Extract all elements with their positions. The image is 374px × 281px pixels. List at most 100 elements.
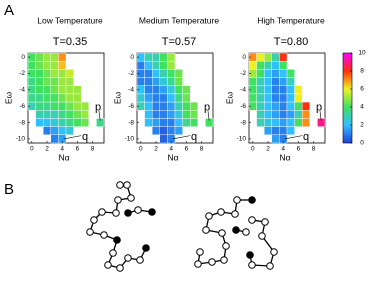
- annotation: p: [316, 102, 322, 114]
- heat-cell: [182, 118, 191, 127]
- heat-cell: [144, 118, 153, 127]
- heat-cell: [50, 69, 59, 78]
- colorbar-tick-label: 10: [358, 50, 366, 57]
- heat-cell: [73, 85, 82, 95]
- heat-cell: [144, 85, 153, 95]
- heat-cell: [144, 77, 153, 86]
- heat-cell: [58, 85, 67, 95]
- heat-cell: [286, 126, 295, 136]
- heat-cell: [294, 101, 303, 111]
- heat-cell: [167, 93, 176, 103]
- y-tick-label: -10: [125, 136, 135, 143]
- heat-cell: [136, 93, 145, 103]
- heat-cell: [151, 126, 160, 136]
- heat-cell: [65, 101, 74, 111]
- heat-cell: [50, 60, 59, 70]
- heat-cell: [151, 85, 160, 95]
- x-tick-label: 4: [281, 146, 285, 153]
- x-tick-label: 4: [60, 146, 64, 153]
- heat-cell: [65, 77, 74, 86]
- heat-cell: [151, 118, 160, 127]
- heat-cell: [159, 110, 168, 119]
- heat-cell: [58, 77, 67, 86]
- heat-cell: [159, 134, 168, 144]
- heat-cell: [256, 93, 265, 103]
- heat-cell: [256, 77, 265, 86]
- heat-cell: [256, 85, 265, 95]
- heat-cell: [279, 69, 288, 78]
- y-tick-label: -2: [240, 70, 246, 77]
- heat-cell: [286, 110, 295, 119]
- heat-cell: [286, 101, 295, 111]
- heat-cell: [35, 77, 44, 86]
- heat-cell: [35, 52, 44, 62]
- x-axis-label: Nα: [58, 152, 69, 162]
- heat-cell: [174, 126, 183, 136]
- heat-cell: [80, 118, 89, 127]
- heat-cell: [43, 85, 52, 95]
- heat-cell: [73, 101, 82, 111]
- y-tick-label: -8: [128, 119, 134, 126]
- heat-cell: [264, 85, 273, 95]
- heat-cell: [65, 85, 74, 95]
- heat-cell: [73, 93, 82, 103]
- heat-cell: [264, 77, 273, 86]
- annotation: q: [191, 131, 197, 143]
- chart-title: Medium Temperature: [139, 15, 219, 25]
- heat-cell: [35, 93, 44, 103]
- y-tick-label: 0: [21, 54, 25, 61]
- heat-cell: [159, 60, 168, 70]
- heat-cell: [65, 118, 74, 127]
- heat-cell: [182, 85, 191, 95]
- chart-title: Low Temperature: [37, 15, 103, 25]
- x-tick-label: 6: [297, 146, 301, 153]
- colorbar-tick-label: 6: [360, 86, 364, 93]
- heat-cell: [256, 118, 265, 127]
- heat-cell: [271, 134, 280, 144]
- heat-cell: [43, 110, 52, 119]
- heat-cell: [264, 101, 273, 111]
- heat-cell: [302, 118, 311, 127]
- heat-cell: [302, 110, 311, 119]
- heat-cell: [271, 101, 280, 111]
- heat-cell: [151, 110, 160, 119]
- heat-cell: [279, 126, 288, 136]
- heat-cell: [27, 93, 36, 103]
- heat-cell: [264, 60, 273, 70]
- heat-cell: [271, 126, 280, 136]
- heat-cell: [271, 77, 280, 86]
- heat-cell: [136, 77, 145, 86]
- heat-cell: [151, 77, 160, 86]
- colorbar-tick-label: 2: [360, 122, 364, 129]
- panel-label: B: [4, 181, 14, 198]
- y-tick-label: -4: [128, 87, 134, 94]
- heat-cell: [35, 101, 44, 111]
- x-tick-label: 2: [154, 146, 158, 153]
- x-axis-label: Nα: [167, 152, 178, 162]
- heat-cell: [80, 110, 89, 119]
- heat-cell: [43, 126, 52, 136]
- heat-cell: [167, 101, 176, 111]
- chart-subtitle: T=0.57: [162, 36, 197, 48]
- heat-cell: [151, 60, 160, 70]
- x-tick-label: 0: [30, 146, 34, 153]
- heat-cell: [256, 52, 265, 62]
- heat-cell: [58, 60, 67, 70]
- heat-cell: [279, 52, 288, 62]
- heat-cell: [43, 93, 52, 103]
- annotation-line: [284, 135, 303, 140]
- chart-subtitle: T=0.80: [274, 36, 309, 48]
- y-tick-label: -4: [240, 87, 246, 94]
- x-axis-label: Nα: [279, 152, 290, 162]
- heat-cell: [167, 126, 176, 136]
- y-tick-label: -6: [19, 103, 25, 110]
- heat-cell: [167, 85, 176, 95]
- heat-cell: [73, 110, 82, 119]
- heat-cell: [182, 101, 191, 111]
- heat-cell: [65, 110, 74, 119]
- y-tick-label: -10: [237, 136, 247, 143]
- heat-cell: [159, 85, 168, 95]
- y-axis-label: Eω: [224, 91, 234, 104]
- heat-cell: [144, 69, 153, 78]
- heat-cell: [264, 118, 273, 127]
